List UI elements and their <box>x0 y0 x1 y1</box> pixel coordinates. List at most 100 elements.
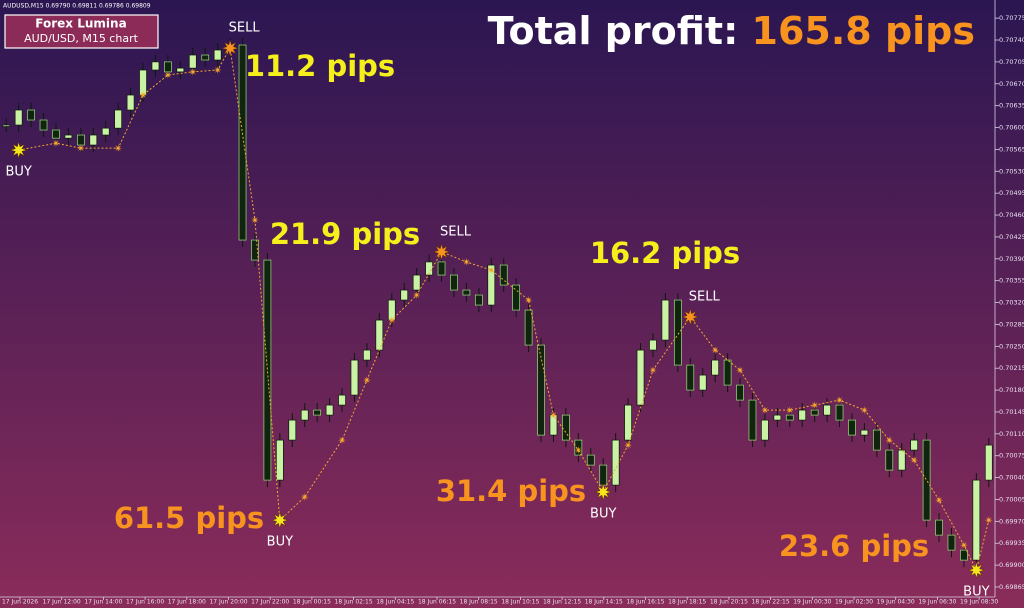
x-tick-label: 18 Jun 10:15 <box>501 599 539 606</box>
candle-body <box>897 449 906 471</box>
signal-star <box>9 141 28 159</box>
candle-body <box>263 259 272 481</box>
x-tick-label: 18 Jun 20:15 <box>710 599 748 606</box>
total-profit-label: Total profit: <box>488 9 739 53</box>
pips-annotation: 23.6 pips <box>779 529 929 563</box>
candle-body <box>785 414 794 421</box>
candle-body <box>400 289 409 301</box>
y-tick-label: 0.70495 <box>999 189 1024 197</box>
signal-label: BUY <box>267 535 293 550</box>
pips-annotation: 31.4 pips <box>436 474 586 508</box>
signal-dot <box>885 436 894 445</box>
x-tick-label: 18 Jun 04:15 <box>376 599 414 606</box>
candle-body <box>76 134 85 146</box>
y-tick-label: 0.70600 <box>999 124 1024 132</box>
x-tick-label: 17 Jun 22:00 <box>251 599 289 606</box>
candle-body <box>275 439 284 481</box>
candle-body <box>201 54 210 61</box>
x-tick-label: 19 Jun 04:30 <box>877 599 915 606</box>
candle-body <box>773 414 782 421</box>
candle-body <box>425 261 433 276</box>
signal-dot <box>549 411 558 420</box>
y-tick-label: 0.70635 <box>999 102 1024 110</box>
signal-dot <box>362 376 371 385</box>
candle-body <box>164 61 172 73</box>
signal-dot <box>711 346 720 355</box>
signal-dot <box>114 144 123 153</box>
candle-body <box>101 127 110 136</box>
candle-body <box>363 349 371 361</box>
signal-dot <box>574 446 583 455</box>
candle-body <box>723 359 732 386</box>
candle-body <box>27 109 35 121</box>
candle-body <box>649 339 657 351</box>
candle-body <box>562 414 570 441</box>
candle-body <box>474 294 483 306</box>
candle-body <box>64 134 73 139</box>
y-tick-label: 0.70250 <box>999 342 1024 350</box>
candle-body <box>338 394 346 406</box>
candle-body <box>14 109 23 126</box>
signal-dot <box>984 516 993 525</box>
y-tick-label: 0.70460 <box>999 211 1024 219</box>
signal-star <box>681 308 700 326</box>
candle-body <box>636 349 645 406</box>
y-tick-label: 0.70425 <box>999 233 1024 241</box>
candle-body <box>860 429 869 436</box>
candle-body <box>872 429 881 451</box>
candle-body <box>599 464 608 486</box>
signal-dot <box>51 139 60 148</box>
x-tick-label: 18 Jun 02:15 <box>335 599 373 606</box>
candle-body <box>450 274 458 291</box>
x-tick-label: 18 Jun 16:15 <box>626 599 664 606</box>
x-tick-label: 18 Jun 06:15 <box>418 599 456 606</box>
signal-dot <box>250 216 259 225</box>
candle-body <box>972 479 981 561</box>
y-tick-label: 0.70705 <box>999 58 1024 66</box>
candle-body <box>375 319 384 351</box>
candle-body <box>176 67 185 73</box>
x-tick-label: 18 Jun 00:15 <box>293 599 331 606</box>
candle-body <box>736 384 744 401</box>
candle-body <box>487 264 496 306</box>
signal-dot <box>835 396 844 405</box>
signal-dot <box>387 316 396 325</box>
candle-body <box>251 239 259 261</box>
chart-subtitle: AUD/USD, M15 chart <box>24 32 139 45</box>
x-tick-label: 19 Jun 02:30 <box>835 599 873 606</box>
candle-body <box>761 419 769 441</box>
candle-body <box>313 409 322 416</box>
candle-body <box>462 289 471 296</box>
y-tick-label: 0.70670 <box>999 80 1024 88</box>
total-profit-value: 165.8 pips <box>752 9 975 53</box>
signal-dot <box>736 366 745 375</box>
candle-body <box>798 409 807 421</box>
candle-body <box>499 264 508 286</box>
signal-label: BUY <box>963 585 989 600</box>
signal-dot <box>300 492 309 501</box>
y-tick-label: 0.69970 <box>999 517 1024 525</box>
chart-title: Forex Lumina <box>35 17 126 31</box>
signal-dot <box>462 257 471 266</box>
signal-dot <box>213 66 222 75</box>
signal-dot <box>935 496 944 505</box>
candle-body <box>711 359 720 376</box>
candle-body <box>300 409 309 421</box>
candle-body <box>698 374 707 391</box>
candle-body <box>89 134 98 146</box>
x-tick-label: 18 Jun 08:15 <box>460 599 498 606</box>
signal-dot <box>959 541 968 550</box>
x-tick-label: 19 Jun 00:30 <box>793 599 831 606</box>
candle-body <box>686 364 695 391</box>
signal-dot <box>810 401 819 410</box>
signal-label: BUY <box>590 506 616 521</box>
candle-body <box>910 439 919 451</box>
y-tick-label: 0.70740 <box>999 36 1024 44</box>
signal-dot <box>624 441 633 450</box>
candle-body <box>350 359 359 396</box>
signal-dot <box>648 366 657 375</box>
signal-label: SELL <box>440 224 472 239</box>
candle-body <box>984 444 993 481</box>
pips-annotation: 61.5 pips <box>114 501 264 535</box>
signal-dot <box>139 91 148 100</box>
